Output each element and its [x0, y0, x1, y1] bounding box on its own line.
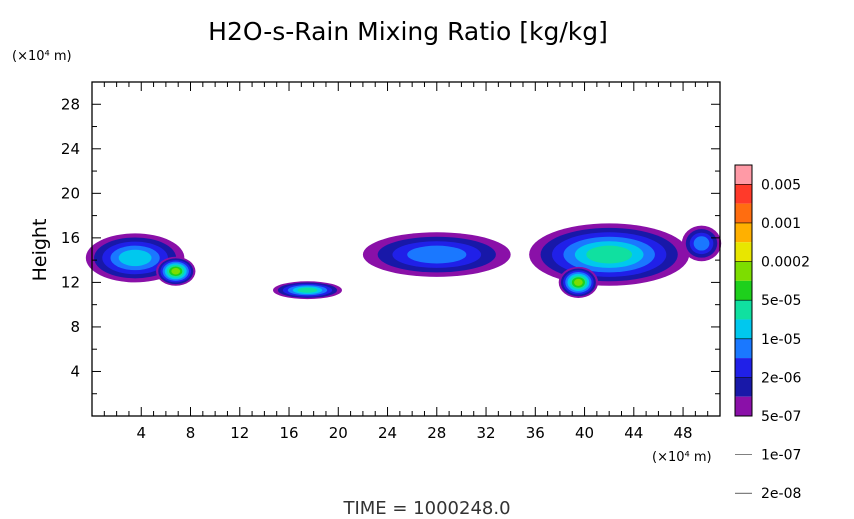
x-tick-label: 4 — [136, 424, 146, 442]
y-tick-label: 24 — [61, 140, 80, 158]
colorbar-swatch — [735, 338, 752, 359]
colorbar-label: 1e-07 — [761, 448, 801, 464]
x-tick-label: 24 — [378, 424, 397, 442]
field-contour — [693, 236, 710, 251]
y-tick-label: 12 — [61, 273, 80, 291]
colorbar-swatch — [735, 165, 752, 185]
colorbar-label: 1e-05 — [761, 332, 801, 348]
y-axis-label: Height — [29, 219, 51, 282]
y-axis-ticks: 4 8 12 16 20 24 28 — [61, 95, 720, 395]
x-tick-label: 36 — [526, 424, 545, 442]
colorbar-swatch — [735, 280, 752, 301]
x-tick-label: 20 — [329, 424, 348, 442]
chart-title: H2O-s-Rain Mixing Ratio [kg/kg] — [208, 17, 608, 46]
colorbar-swatch — [735, 377, 752, 397]
mixing-ratio-field — [85, 223, 722, 300]
colorbar-swatch — [735, 396, 752, 416]
y-tick-label: 8 — [70, 318, 80, 336]
field-contour — [574, 278, 583, 286]
colorbar-swatch — [735, 300, 752, 320]
field-contour — [297, 287, 318, 293]
colorbar-label: 0.0002 — [761, 255, 810, 271]
colorbar-swatch — [735, 222, 752, 243]
time-label: TIME = 1000248.0 — [342, 498, 510, 519]
y-tick-label: 28 — [61, 95, 80, 113]
x-axis-ticks: 4 8 12 16 20 24 28 32 36 40 44 48 — [103, 82, 709, 442]
field-contour — [407, 245, 467, 264]
x-tick-label: 8 — [186, 424, 196, 442]
colorbar-label: 2e-06 — [761, 370, 801, 386]
colorbar-label: 0.001 — [761, 216, 801, 232]
colorbar-label: 5e-07 — [761, 409, 801, 425]
field-contour — [118, 249, 152, 267]
colorbar-swatch — [735, 184, 752, 204]
colorbar-label: 2e-08 — [761, 486, 801, 502]
field-contour — [586, 245, 633, 264]
y-tick-label: 20 — [61, 184, 80, 202]
colorbar-label: 0.005 — [761, 177, 801, 193]
x-tick-label: 12 — [230, 424, 249, 442]
x-tick-label: 44 — [624, 424, 643, 442]
y-tick-label: 4 — [70, 362, 80, 380]
y-unit-label: (×10⁴ m) — [12, 49, 72, 64]
x-tick-label: 40 — [575, 424, 594, 442]
x-unit-label: (×10⁴ m) — [652, 450, 712, 465]
colorbar: 0.005 0.001 0.0002 5e-05 1e-05 2e-06 5e-07 1e-0… — [734, 164, 810, 502]
colorbar-swatch — [735, 203, 752, 223]
colorbar-swatch — [735, 242, 752, 262]
field-contour — [171, 268, 181, 275]
colorbar-swatch — [735, 358, 752, 378]
y-tick-label: 16 — [61, 229, 80, 247]
colorbar-swatch — [735, 261, 752, 281]
plot-frame — [91, 81, 721, 417]
x-tick-label: 32 — [476, 424, 495, 442]
x-tick-label: 48 — [674, 424, 693, 442]
x-tick-label: 28 — [427, 424, 446, 442]
colorbar-label: 5e-05 — [761, 293, 801, 309]
colorbar-swatch — [735, 319, 752, 339]
x-tick-label: 16 — [279, 424, 298, 442]
